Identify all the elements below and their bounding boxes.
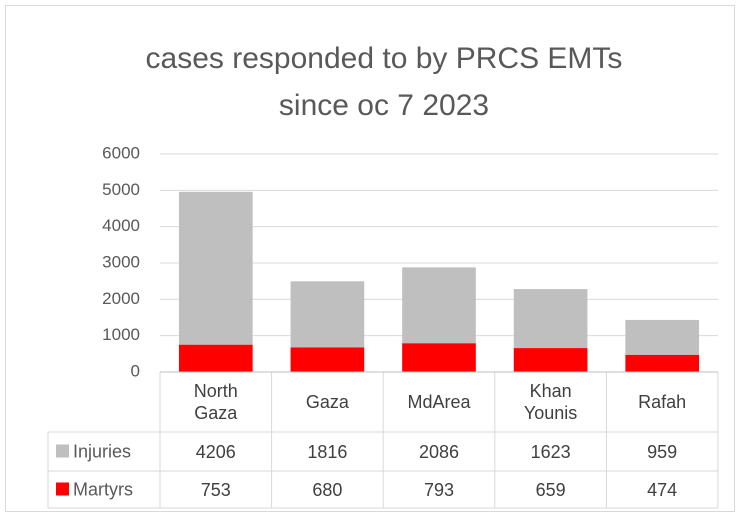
bar-segment <box>178 191 253 345</box>
table-value: 2086 <box>418 441 459 462</box>
table-value: 4206 <box>195 441 236 462</box>
legend-swatch <box>56 444 69 458</box>
bar-segment <box>290 347 365 372</box>
legend-label: Martyrs <box>73 479 133 499</box>
table-value: 474 <box>647 479 678 500</box>
category-label: Gaza <box>272 372 384 432</box>
y-tick-label: 1000 <box>102 325 140 344</box>
category-label: MdArea <box>383 372 495 432</box>
bar-segment <box>178 344 253 372</box>
chart-subtitle: since oc 7 2023 <box>279 89 489 122</box>
y-tick-label: 6000 <box>102 143 140 162</box>
table-value: 1816 <box>307 441 348 462</box>
bar-segment <box>290 281 365 348</box>
bar-segment <box>625 319 700 355</box>
legend-swatch <box>56 482 69 496</box>
y-tick-label: 4000 <box>102 216 140 235</box>
legend-label: Injuries <box>73 441 131 461</box>
category-label-text: North Gaza <box>193 381 238 423</box>
chart-border <box>5 5 735 512</box>
category-label: North Gaza <box>160 372 272 432</box>
chart-title: cases responded to by PRCS EMTs <box>146 42 623 75</box>
category-label: Rafah <box>606 372 718 432</box>
table-value: 793 <box>423 479 454 500</box>
bar-segment <box>625 354 700 372</box>
bar-segment <box>513 348 588 372</box>
y-tick-label: 3000 <box>102 252 140 271</box>
y-tick-label: 0 <box>131 361 140 380</box>
category-label: Khan Younis <box>495 372 607 432</box>
y-tick-label: 2000 <box>102 289 140 308</box>
category-label-text: Khan Younis <box>523 381 578 423</box>
bar-segment <box>402 343 476 372</box>
y-tick-label: 5000 <box>102 180 140 199</box>
table-value: 959 <box>647 441 678 462</box>
table-value: 1623 <box>530 441 571 462</box>
bar-segment <box>402 267 476 344</box>
bar-segment <box>513 289 588 349</box>
table-value: 680 <box>312 479 343 500</box>
category-label-text: MdArea <box>407 392 471 412</box>
category-label-text: Gaza <box>305 392 349 412</box>
category-label-text: Rafah <box>638 392 687 412</box>
table-value: 753 <box>200 479 231 500</box>
table-value: 659 <box>535 479 566 500</box>
